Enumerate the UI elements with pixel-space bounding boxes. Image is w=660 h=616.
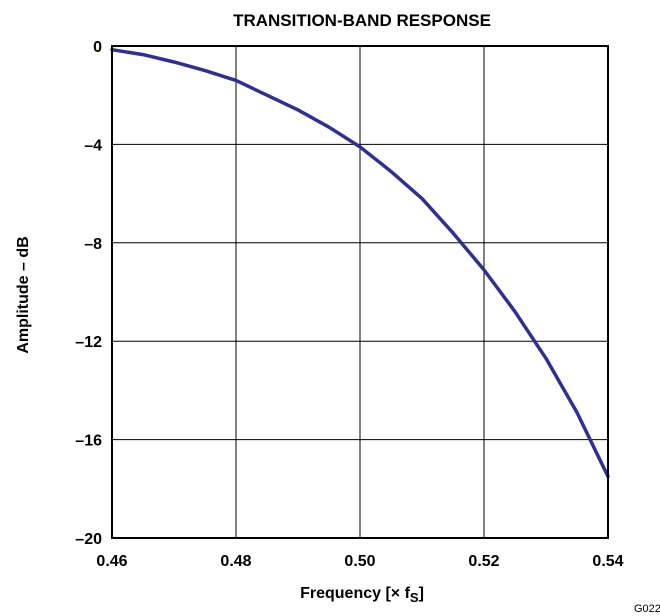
y-tick-label: –4 bbox=[84, 137, 102, 154]
x-tick-label: 0.50 bbox=[344, 553, 375, 570]
x-tick-label: 0.46 bbox=[96, 553, 127, 570]
y-tick-label: –8 bbox=[84, 236, 102, 253]
y-tick-label: –16 bbox=[75, 433, 102, 450]
chart-title: TRANSITION-BAND RESPONSE bbox=[233, 11, 491, 30]
y-tick-label: 0 bbox=[93, 39, 102, 56]
plot-frame bbox=[111, 45, 609, 539]
y-tick-labels: 0 –4 –8 –12 –16 –20 bbox=[75, 39, 102, 548]
grid-lines bbox=[111, 45, 609, 539]
x-axis-label: Frequency [× fS] bbox=[300, 585, 424, 605]
y-tick-label: –20 bbox=[75, 531, 102, 548]
x-tick-label: 0.54 bbox=[592, 553, 623, 570]
y-axis-label: Amplitude – dB bbox=[15, 236, 32, 353]
response-curve bbox=[110, 47, 610, 479]
figure-code: G022 bbox=[634, 603, 660, 615]
x-tick-label: 0.48 bbox=[220, 553, 251, 570]
x-axis-label-subscript: S bbox=[410, 590, 419, 605]
x-axis-label-suffix: ] bbox=[419, 585, 424, 602]
x-tick-label: 0.52 bbox=[468, 553, 499, 570]
x-tick-labels: 0.46 0.48 0.50 0.52 0.54 bbox=[96, 553, 623, 570]
x-axis-label-main: Frequency [× f bbox=[300, 585, 410, 602]
y-tick-label: –12 bbox=[75, 334, 102, 351]
